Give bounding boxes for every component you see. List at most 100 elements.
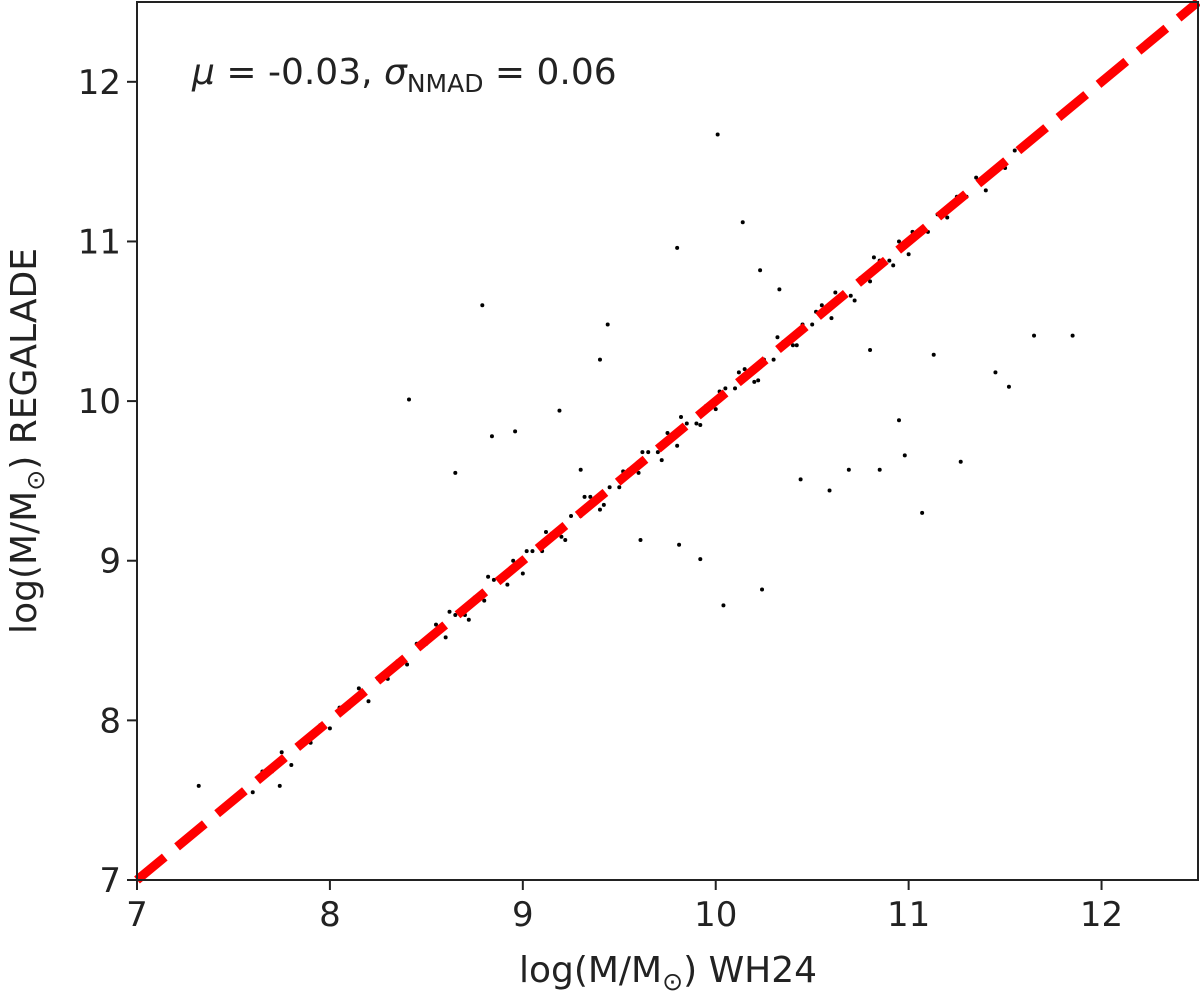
scatter-point (684, 421, 689, 426)
scatter-point (513, 429, 518, 434)
scatter-point (827, 488, 832, 493)
scatter-point (405, 662, 410, 667)
scatter-point (756, 378, 761, 383)
y-tick-label: 8 (99, 701, 121, 741)
scatter-point (891, 263, 896, 268)
scatter-point (958, 459, 963, 464)
scatter-point (983, 188, 988, 193)
annotation: μ = -0.03, σNMAD = 0.06 (191, 52, 617, 98)
scatter-point (742, 367, 747, 372)
scatter-point (798, 477, 803, 482)
x-axis-label: log(M/M⊙) WH24 (519, 950, 817, 996)
scatter-point (852, 298, 857, 303)
scatter-point (698, 557, 703, 562)
scatter-point (250, 790, 255, 795)
scatter-point (679, 415, 684, 420)
annotation-sigma-sub: NMAD (407, 69, 484, 98)
scatter-point (1012, 148, 1017, 153)
scatter-point (524, 549, 529, 554)
scatter-point (758, 268, 763, 273)
scatter-point (810, 322, 815, 327)
scatter-point (833, 290, 838, 295)
scatter-point (646, 450, 651, 455)
scatter-point (829, 316, 834, 321)
scatter-point (713, 407, 718, 412)
scatter-point (511, 558, 516, 563)
scatter-point (563, 537, 568, 542)
scatter-point (277, 783, 282, 788)
scatter-point (1032, 333, 1037, 338)
x-label-text: log(M/M (519, 950, 662, 991)
scatter-point (557, 408, 562, 413)
y-tick-label: 7 (99, 861, 121, 901)
y-tick-label: 12 (78, 63, 121, 103)
scatter-point (659, 458, 664, 463)
scatter-point (721, 603, 726, 608)
scatter-point (597, 357, 602, 362)
scatter-point (466, 617, 471, 622)
scatter-point (366, 699, 371, 704)
scatter-point (588, 494, 593, 499)
scatter-point (407, 397, 412, 402)
scatter-point (677, 542, 682, 547)
scatter-point (752, 379, 757, 384)
scatter-point (848, 293, 853, 298)
scatter-point (902, 453, 907, 458)
scatter-point (945, 215, 950, 220)
scatter-point (993, 370, 998, 375)
scatter-point (559, 534, 564, 539)
scatter-point (491, 577, 496, 582)
annotation-mu-text: = -0.03, (215, 52, 384, 93)
y-tick-label: 10 (78, 382, 121, 422)
scatter-point (605, 322, 610, 327)
scatter-point (543, 529, 548, 534)
scatter-point (877, 467, 882, 472)
scatter-point (920, 510, 925, 515)
scatter-point (434, 622, 439, 627)
scatter-point (715, 132, 720, 137)
y-tick-label: 11 (78, 222, 121, 262)
scatter-point (569, 514, 574, 519)
scatter-point (871, 255, 876, 260)
scatter-point (896, 239, 901, 244)
scatter-point (896, 418, 901, 423)
scatter-point (819, 303, 824, 308)
scatter-point (846, 467, 851, 472)
y-tick-label: 9 (99, 542, 121, 582)
scatter-point (640, 450, 645, 455)
scatter-point (906, 252, 911, 257)
scatter-point (760, 587, 765, 592)
scatter-point (489, 434, 494, 439)
scatter-point (733, 386, 738, 391)
scatter-point (868, 279, 873, 284)
scatter-point (736, 370, 741, 375)
scatter-point (530, 549, 535, 554)
scatter-point (665, 431, 670, 436)
scatter-point (582, 494, 587, 499)
scatter-point (636, 470, 641, 475)
x-tick-label: 10 (694, 895, 737, 935)
scatter-point (868, 348, 873, 353)
scatter-point (597, 507, 602, 512)
annotation-sigma-text: = 0.06 (483, 52, 616, 93)
scatter-point (794, 343, 799, 348)
scatter-point (453, 613, 458, 618)
y-label-text: log(M/M (4, 491, 45, 634)
scatter-point (694, 421, 699, 426)
x-tick-label: 9 (512, 895, 534, 935)
scatter-point (1070, 333, 1075, 338)
scatter-point (486, 574, 491, 579)
x-tick-label: 11 (887, 895, 930, 935)
scatter-point (740, 220, 745, 225)
scatter-point (790, 343, 795, 348)
scatter-point (723, 386, 728, 391)
scatter-point (453, 470, 458, 475)
x-label-suffix: ) WH24 (683, 950, 817, 991)
scatter-point (777, 287, 782, 292)
scatter-point (655, 450, 660, 455)
scatter-point (279, 750, 284, 755)
y-label-suffix: ) REGALADE (4, 248, 45, 470)
scatter-point (698, 423, 703, 428)
scatter-point (443, 635, 448, 640)
reference-line (134, 0, 1200, 884)
